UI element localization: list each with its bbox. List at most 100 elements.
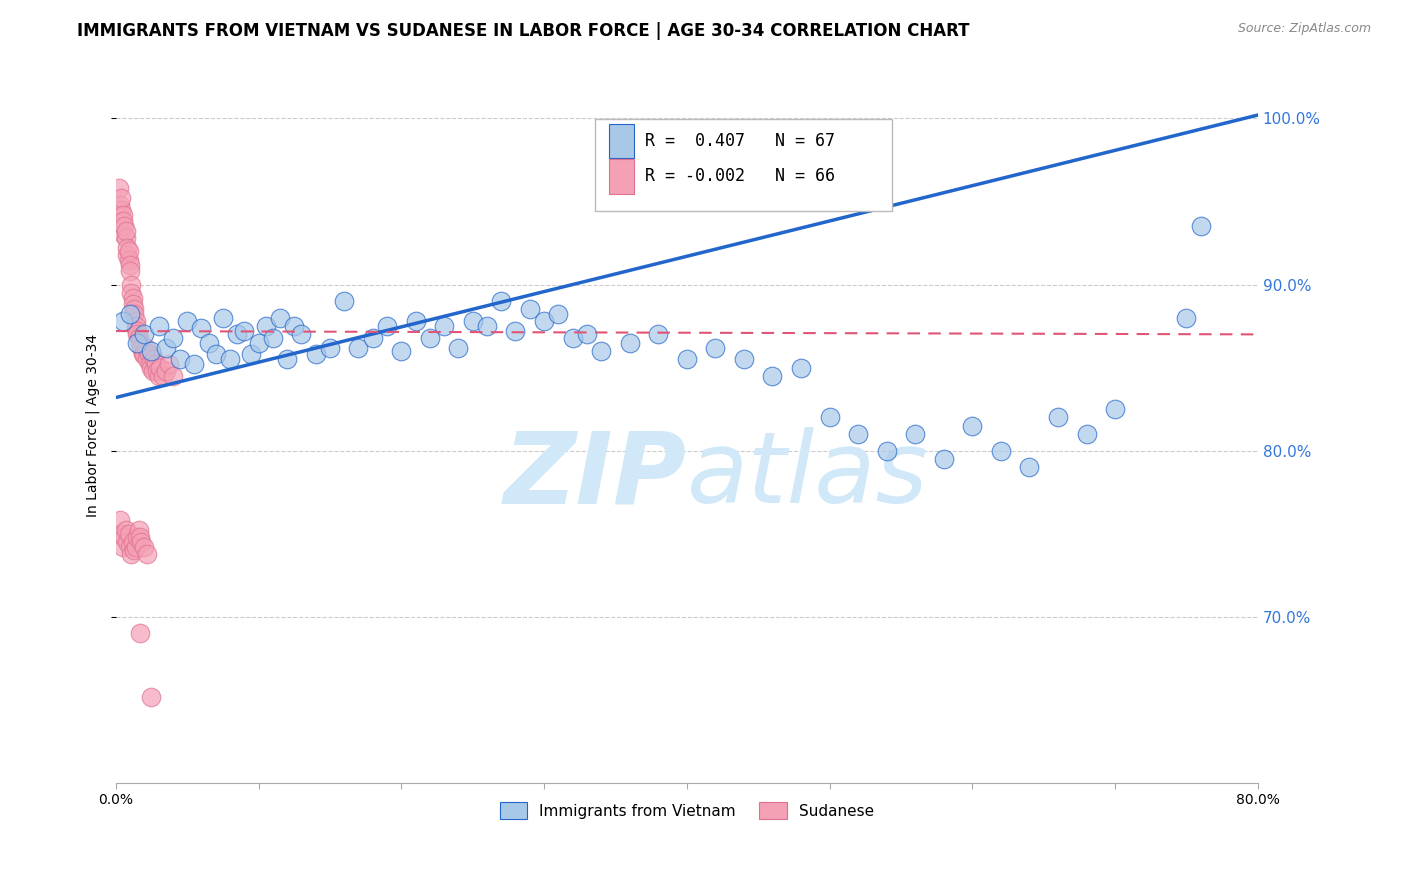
Point	[247, 335, 270, 350]
Point	[107, 181, 129, 195]
Point	[112, 219, 135, 234]
Point	[1104, 402, 1126, 417]
Point	[128, 331, 150, 345]
Point	[118, 264, 141, 278]
Text: R = -0.002   N = 66: R = -0.002 N = 66	[644, 168, 835, 186]
Point	[115, 247, 138, 261]
Point	[115, 241, 138, 255]
Point	[112, 530, 135, 544]
Point	[675, 352, 697, 367]
Point	[547, 308, 569, 322]
Point	[533, 314, 555, 328]
Point	[141, 690, 163, 704]
Point	[733, 352, 755, 367]
Point	[134, 327, 156, 342]
Point	[204, 347, 226, 361]
Point	[121, 277, 143, 292]
Point	[131, 535, 153, 549]
Point	[110, 191, 132, 205]
Point	[433, 319, 456, 334]
Point	[111, 214, 134, 228]
Point	[141, 360, 163, 375]
Point	[134, 347, 156, 361]
Point	[124, 308, 146, 322]
Legend: Immigrants from Vietnam, Sudanese: Immigrants from Vietnam, Sudanese	[494, 796, 880, 825]
Point	[117, 244, 139, 259]
Point	[226, 327, 249, 342]
FancyBboxPatch shape	[609, 123, 634, 158]
Point	[135, 341, 157, 355]
Point	[254, 319, 277, 334]
Point	[127, 335, 149, 350]
Point	[134, 540, 156, 554]
Point	[141, 344, 163, 359]
Point	[269, 310, 291, 325]
Text: atlas: atlas	[686, 427, 928, 524]
Point	[290, 327, 312, 342]
Point	[162, 331, 184, 345]
Point	[132, 347, 155, 361]
Point	[447, 341, 470, 355]
Point	[276, 352, 298, 367]
Point	[361, 331, 384, 345]
Point	[148, 319, 170, 334]
Point	[333, 294, 356, 309]
Point	[1018, 460, 1040, 475]
Point	[505, 324, 527, 338]
Point	[647, 327, 669, 342]
Point	[155, 364, 177, 378]
Point	[112, 227, 135, 242]
Point	[389, 344, 412, 359]
Point	[139, 357, 162, 371]
Point	[127, 530, 149, 544]
Point	[124, 302, 146, 317]
Point	[136, 352, 159, 367]
Point	[155, 341, 177, 355]
Point	[197, 335, 219, 350]
Point	[405, 314, 427, 328]
Point	[283, 319, 305, 334]
Point	[1175, 310, 1198, 325]
Point	[117, 526, 139, 541]
Point	[118, 308, 141, 322]
Text: R =  0.407   N = 67: R = 0.407 N = 67	[644, 132, 835, 150]
Y-axis label: In Labor Force | Age 30-34: In Labor Force | Age 30-34	[86, 334, 100, 517]
Point	[146, 364, 169, 378]
Point	[125, 314, 148, 328]
Point	[128, 524, 150, 538]
Point	[129, 335, 152, 350]
Point	[127, 324, 149, 338]
Point	[519, 302, 541, 317]
Point	[118, 540, 141, 554]
Point	[561, 331, 583, 345]
Point	[127, 327, 149, 342]
Point	[461, 314, 484, 328]
Text: Source: ZipAtlas.com: Source: ZipAtlas.com	[1237, 22, 1371, 36]
Point	[117, 252, 139, 267]
Point	[790, 360, 813, 375]
Point	[990, 443, 1012, 458]
Point	[108, 198, 131, 212]
FancyBboxPatch shape	[609, 160, 634, 194]
Point	[157, 357, 180, 371]
Point	[114, 231, 136, 245]
Point	[142, 364, 165, 378]
Text: IMMIGRANTS FROM VIETNAM VS SUDANESE IN LABOR FORCE | AGE 30-34 CORRELATION CHART: IMMIGRANTS FROM VIETNAM VS SUDANESE IN L…	[77, 22, 970, 40]
Point	[233, 324, 256, 338]
Point	[114, 224, 136, 238]
Point	[575, 327, 598, 342]
Point	[347, 341, 370, 355]
Point	[129, 530, 152, 544]
Point	[183, 357, 205, 371]
Point	[125, 540, 148, 554]
Point	[1076, 427, 1098, 442]
Point	[124, 543, 146, 558]
Point	[131, 341, 153, 355]
Point	[761, 368, 783, 383]
Point	[904, 427, 927, 442]
Point	[122, 297, 145, 311]
Point	[219, 352, 242, 367]
Point	[111, 540, 134, 554]
Point	[962, 418, 984, 433]
Point	[818, 410, 841, 425]
